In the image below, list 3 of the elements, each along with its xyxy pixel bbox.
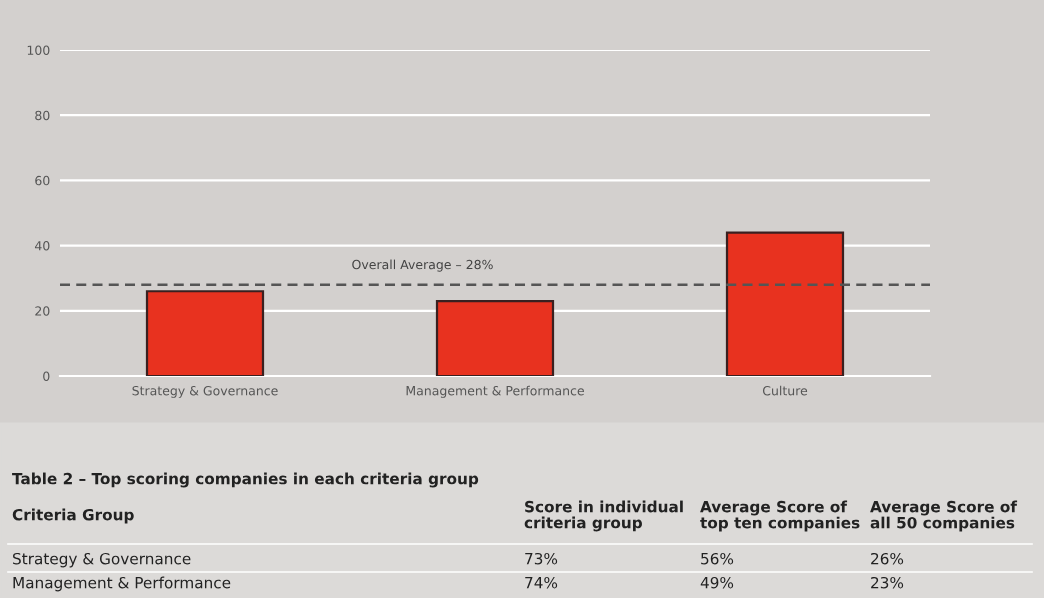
bar — [725, 231, 845, 376]
bar — [435, 299, 555, 376]
bar — [145, 290, 265, 376]
